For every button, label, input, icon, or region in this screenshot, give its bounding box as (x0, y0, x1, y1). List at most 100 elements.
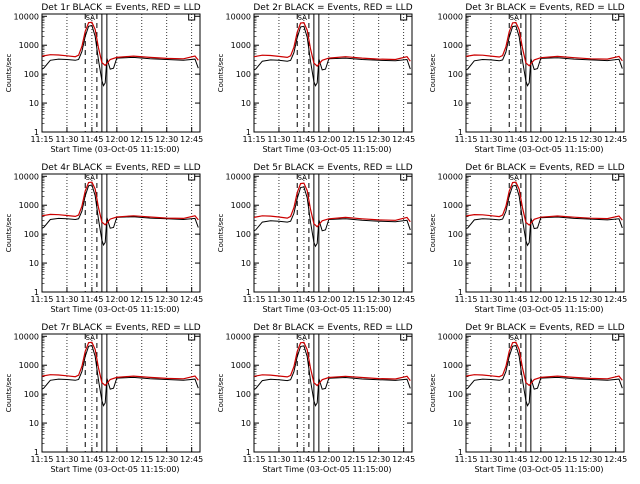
chart-panel: Det 4r BLACK = Events, RED = LLD Counts/s… (5, 163, 203, 314)
y-tick-label: 10 (453, 99, 463, 108)
x-axis-label: Start Time (03-Oct-05 11:15:00) (50, 145, 179, 154)
top-marker (400, 334, 408, 341)
y-tick-label: 100 (448, 390, 463, 399)
y-tick-label: 10 (241, 259, 251, 268)
y-tick-label: 1 (458, 128, 463, 137)
y-axis-label: Counts/sec (429, 214, 437, 253)
chart-title: Det 2r BLACK = Events, RED = LLD (253, 3, 412, 13)
x-tick-label: 12:30 (367, 295, 390, 304)
x-tick-label: 11:15 (30, 455, 53, 464)
series-line (465, 184, 623, 247)
y-tick-label: 10 (29, 259, 39, 268)
series-line (465, 181, 623, 226)
y-axis-label: Counts/sec (217, 54, 225, 93)
x-axis-label: Start Time (03-Oct-05 11:15:00) (474, 465, 603, 474)
plot-frame (465, 173, 625, 293)
y-tick-label: 1 (34, 288, 39, 297)
x-tick-label: 12:15 (554, 135, 577, 144)
chart-title: Det 9r BLACK = Events, RED = LLD (465, 323, 624, 333)
chart-title: Det 6r BLACK = Events, RED = LLD (465, 163, 624, 173)
x-tick-label: 12:15 (342, 295, 365, 304)
series-line (41, 21, 199, 67)
y-tick-label: 100 (24, 390, 39, 399)
y-axis-label: Counts/sec (5, 374, 13, 413)
y-tick-label: 10000 (438, 332, 463, 341)
series-line (253, 345, 411, 407)
x-tick-label: 12:15 (130, 135, 153, 144)
x-tick-label: 12:15 (554, 455, 577, 464)
x-tick-label: 12:00 (529, 455, 552, 464)
x-axis-label: Start Time (03-Oct-05 11:15:00) (50, 305, 179, 314)
y-tick-label: 1 (34, 448, 39, 457)
series-line (253, 186, 411, 248)
plot-frame (41, 173, 201, 293)
plot-frame (41, 333, 201, 453)
y-tick-label: 1 (246, 448, 251, 457)
y-tick-label: 100 (24, 230, 39, 239)
saa-annotation: SA (298, 174, 308, 182)
y-tick-label: 100 (236, 70, 251, 79)
x-tick-label: 11:45 (504, 135, 527, 144)
y-tick-label: 10000 (226, 12, 251, 21)
chart-panel: Det 2r BLACK = Events, RED = LLD Counts/s… (217, 3, 415, 154)
y-tick-label: 10000 (438, 12, 463, 21)
x-tick-label: 12:00 (529, 295, 552, 304)
y-tick-label: 1000 (443, 41, 463, 50)
series-line (41, 184, 199, 247)
x-tick-label: 11:30 (267, 135, 290, 144)
y-tick-label: 10000 (14, 172, 39, 181)
x-tick-label: 12:00 (529, 135, 552, 144)
top-marker (188, 14, 196, 21)
x-tick-label: 11:30 (479, 455, 502, 464)
y-tick-label: 10 (241, 419, 251, 428)
series-line (465, 341, 623, 387)
y-tick-label: 10 (29, 419, 39, 428)
plot-frame (253, 173, 413, 293)
y-tick-label: 100 (448, 230, 463, 239)
chart-title: Det 8r BLACK = Events, RED = LLD (253, 323, 412, 333)
chart-title: Det 1r BLACK = Events, RED = LLD (41, 3, 200, 13)
plot-frame (465, 333, 625, 453)
x-tick-label: 12:45 (604, 455, 627, 464)
saa-annotation: SA (510, 174, 520, 182)
y-axis-label: Counts/sec (217, 214, 225, 253)
y-tick-label: 100 (24, 70, 39, 79)
y-tick-label: 100 (236, 230, 251, 239)
x-tick-label: 11:45 (504, 295, 527, 304)
y-tick-label: 1 (246, 288, 251, 297)
x-tick-label: 12:45 (392, 135, 415, 144)
y-tick-label: 10000 (226, 332, 251, 341)
x-tick-label: 11:45 (80, 295, 103, 304)
y-tick-label: 1 (34, 128, 39, 137)
y-tick-label: 1000 (19, 361, 39, 370)
x-axis-label: Start Time (03-Oct-05 11:15:00) (474, 305, 603, 314)
y-tick-label: 100 (448, 70, 463, 79)
x-axis-label: Start Time (03-Oct-05 11:15:00) (50, 465, 179, 474)
x-axis-label: Start Time (03-Oct-05 11:15:00) (262, 305, 391, 314)
saa-annotation: SA (86, 334, 96, 342)
series-line (41, 181, 199, 226)
x-tick-label: 12:30 (155, 455, 178, 464)
x-tick-label: 12:30 (155, 135, 178, 144)
x-tick-label: 11:15 (454, 295, 477, 304)
x-tick-label: 11:30 (55, 295, 78, 304)
saa-annotation: SA (86, 14, 96, 22)
y-tick-label: 1 (246, 128, 251, 137)
series-line (41, 341, 199, 387)
x-tick-label: 12:15 (554, 295, 577, 304)
chart-title: Det 3r BLACK = Events, RED = LLD (465, 3, 624, 13)
x-tick-label: 11:30 (479, 295, 502, 304)
chart-panel: Det 7r BLACK = Events, RED = LLD Counts/s… (5, 323, 203, 474)
series-line (465, 25, 623, 87)
x-tick-label: 12:45 (604, 135, 627, 144)
top-marker (612, 14, 620, 21)
y-axis-label: Counts/sec (217, 374, 225, 413)
plot-frame (41, 13, 201, 133)
x-tick-label: 12:30 (579, 295, 602, 304)
saa-annotation: SA (510, 334, 520, 342)
x-tick-label: 12:30 (579, 455, 602, 464)
x-tick-label: 12:45 (392, 455, 415, 464)
y-tick-label: 1000 (443, 201, 463, 210)
